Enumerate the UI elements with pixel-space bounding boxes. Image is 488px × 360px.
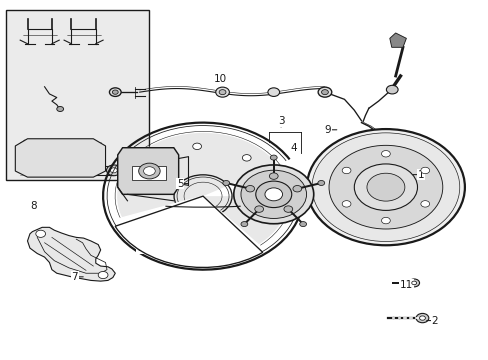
Circle shape (311, 133, 459, 242)
Circle shape (215, 87, 229, 97)
Wedge shape (115, 196, 262, 267)
Circle shape (98, 271, 108, 279)
Wedge shape (117, 133, 288, 259)
Circle shape (106, 165, 121, 176)
Text: 5: 5 (177, 179, 183, 189)
Circle shape (270, 155, 277, 160)
Circle shape (233, 165, 313, 224)
Circle shape (223, 180, 229, 185)
Polygon shape (15, 139, 105, 177)
Circle shape (366, 173, 404, 201)
Circle shape (269, 173, 278, 179)
Circle shape (361, 157, 369, 163)
Circle shape (219, 90, 225, 95)
Text: 4: 4 (289, 143, 296, 153)
Circle shape (321, 90, 328, 95)
Text: 1: 1 (417, 170, 424, 180)
Text: 3: 3 (277, 116, 284, 126)
Circle shape (242, 154, 251, 161)
Circle shape (264, 188, 282, 201)
Circle shape (292, 185, 301, 192)
Polygon shape (118, 148, 178, 194)
Circle shape (415, 314, 428, 323)
Circle shape (381, 150, 389, 157)
Circle shape (112, 90, 118, 94)
Wedge shape (118, 196, 260, 262)
Text: 7: 7 (71, 272, 78, 282)
Circle shape (411, 281, 416, 285)
Circle shape (143, 167, 155, 175)
Circle shape (420, 201, 429, 207)
Circle shape (57, 107, 63, 112)
Circle shape (109, 88, 121, 96)
Text: 10: 10 (213, 74, 226, 84)
Circle shape (342, 167, 350, 174)
Circle shape (110, 168, 117, 173)
Text: 11: 11 (399, 280, 412, 290)
Circle shape (245, 185, 254, 192)
Text: 8: 8 (30, 201, 37, 211)
Circle shape (267, 88, 279, 96)
Bar (5, 10, 149, 180)
Polygon shape (389, 33, 406, 47)
Text: 6: 6 (136, 243, 142, 253)
Circle shape (255, 181, 291, 208)
Circle shape (420, 167, 429, 174)
Circle shape (36, 230, 45, 237)
Circle shape (408, 279, 419, 287)
Circle shape (419, 316, 425, 320)
Circle shape (192, 143, 201, 149)
Circle shape (140, 168, 148, 174)
Circle shape (386, 85, 397, 94)
Circle shape (318, 87, 331, 97)
Circle shape (241, 170, 306, 219)
Circle shape (284, 206, 292, 212)
Circle shape (306, 129, 464, 245)
Circle shape (342, 201, 350, 207)
Circle shape (317, 180, 324, 185)
Circle shape (139, 163, 160, 179)
Circle shape (241, 221, 247, 226)
Circle shape (354, 164, 417, 210)
Polygon shape (27, 227, 115, 281)
Circle shape (299, 221, 306, 226)
Text: 9: 9 (324, 125, 330, 135)
Circle shape (254, 206, 263, 212)
Polygon shape (132, 166, 166, 180)
Circle shape (328, 145, 442, 229)
Circle shape (381, 217, 389, 224)
Text: 2: 2 (430, 316, 437, 325)
